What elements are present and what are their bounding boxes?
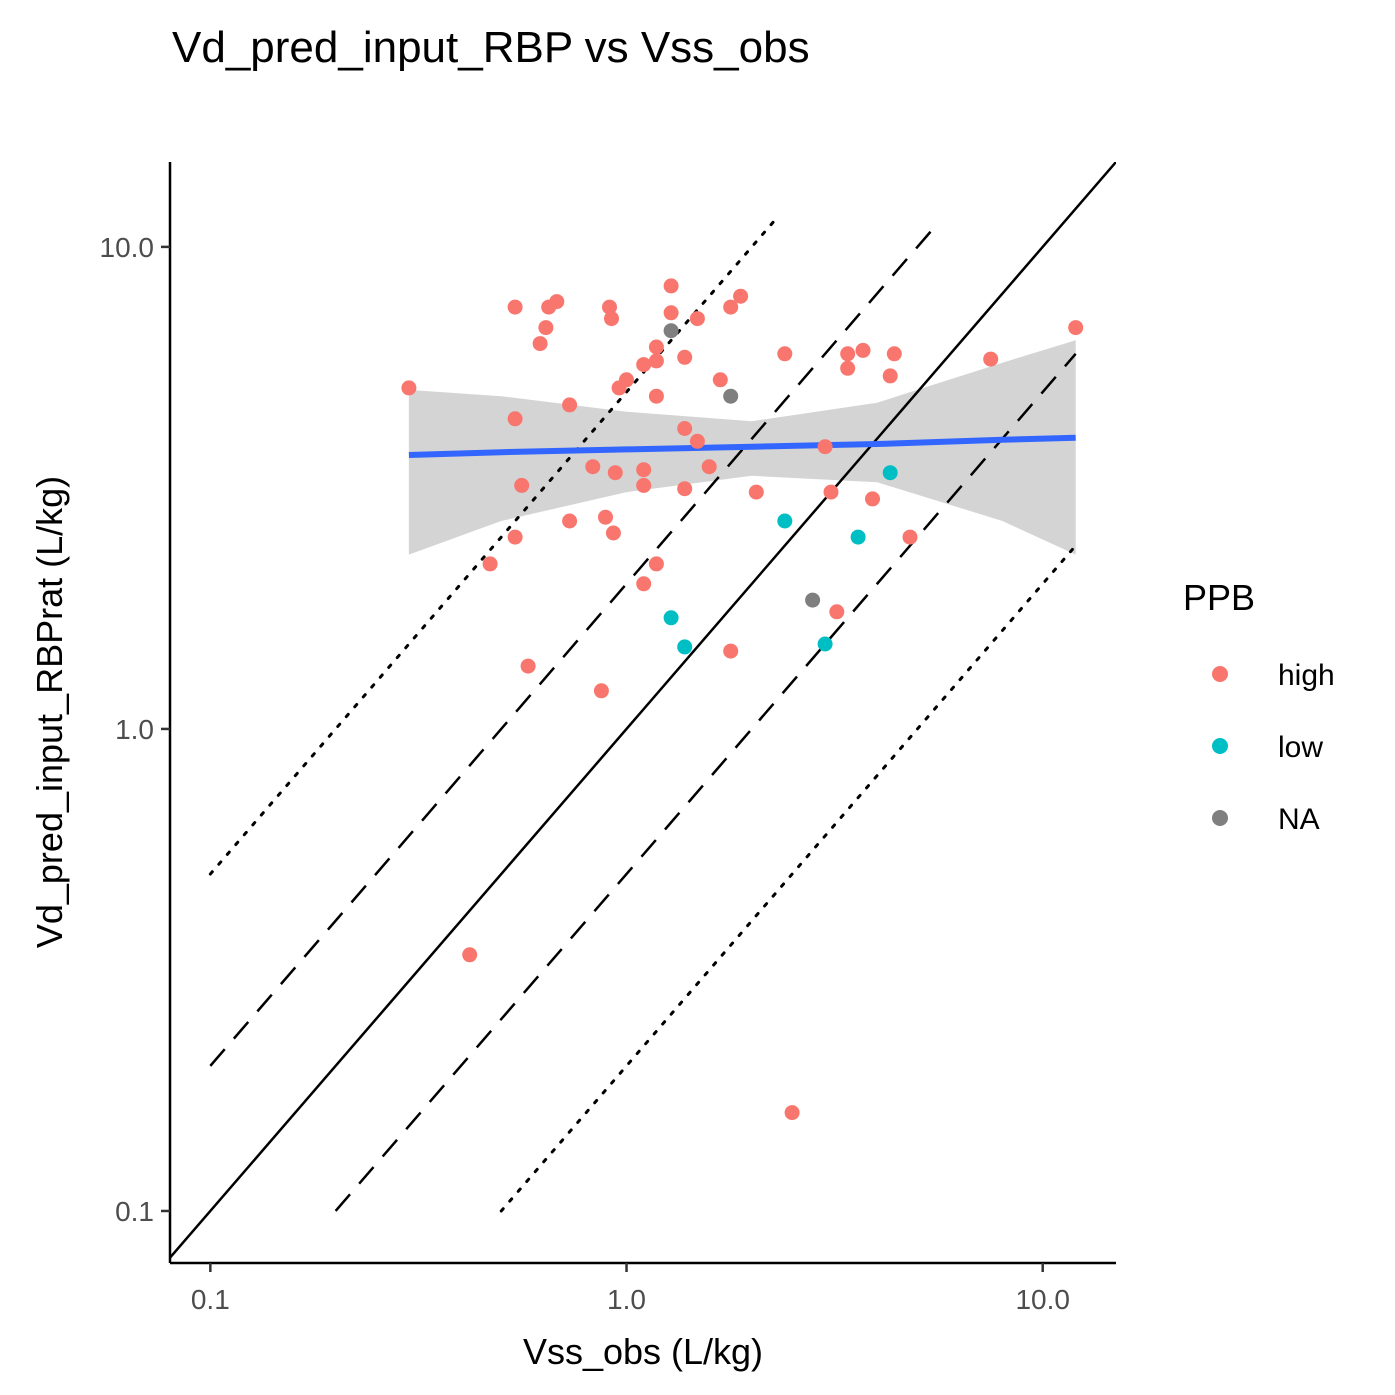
point-high: [784, 1105, 800, 1121]
reference-line-5-fold-lower: [499, 544, 1078, 1213]
point-high: [723, 299, 739, 315]
point-high: [663, 305, 679, 321]
point-high: [723, 643, 739, 659]
point-high: [701, 459, 717, 475]
y-axis-title: Vd_pred_input_RBPrat (L/kg): [29, 476, 70, 948]
plot-panel: [170, 162, 1116, 1259]
reference-line-2-fold-lower: [334, 353, 1077, 1212]
point-high: [636, 357, 652, 373]
reference-lines-layer: [170, 162, 1116, 1259]
point-high: [602, 299, 617, 315]
point-low: [677, 639, 693, 655]
legend-key-na: [1212, 810, 1228, 826]
point-low: [850, 529, 866, 545]
point-high: [902, 529, 918, 545]
point-high: [619, 372, 634, 388]
point-high: [532, 336, 548, 352]
reference-line-2-fold-upper: [209, 226, 936, 1067]
point-high: [507, 411, 523, 427]
legend: PPB high low NA: [1183, 577, 1335, 836]
legend-title: PPB: [1183, 577, 1255, 618]
x-axis-ticks: 0.1 1.0 10.0: [191, 1263, 1070, 1315]
x-axis-title: Vss_obs (L/kg): [523, 1331, 763, 1372]
point-high: [882, 368, 898, 384]
point-high: [549, 294, 565, 310]
point-high: [865, 491, 880, 507]
point-high: [636, 477, 652, 493]
point-high: [840, 346, 856, 362]
fit-line-layer: [408, 434, 1076, 458]
point-na: [723, 388, 739, 404]
point-high: [1068, 320, 1084, 336]
point-high: [604, 311, 619, 327]
point-high: [677, 349, 693, 365]
point-high: [401, 380, 417, 396]
point-high: [648, 353, 664, 369]
point-high: [748, 484, 764, 500]
point-high: [593, 683, 609, 699]
point-high: [507, 529, 523, 545]
point-low: [882, 465, 898, 481]
point-high: [677, 421, 693, 436]
legend-label-na: NA: [1278, 803, 1320, 836]
point-high: [482, 556, 498, 572]
point-high: [663, 278, 679, 294]
point-high: [855, 342, 871, 358]
x-tick-label: 10.0: [1015, 1284, 1070, 1315]
point-high: [648, 388, 664, 404]
point-high: [733, 288, 749, 304]
point-low: [777, 513, 793, 529]
point-low: [663, 610, 679, 626]
point-na: [805, 592, 821, 608]
point-low: [817, 636, 833, 652]
legend-label-low: low: [1278, 731, 1323, 764]
y-tick-label: 10.0: [100, 232, 155, 263]
point-high: [636, 576, 652, 592]
point-high: [689, 311, 705, 327]
point-high: [636, 462, 652, 478]
point-high: [598, 509, 613, 525]
x-tick-label: 1.0: [607, 1284, 646, 1315]
points-layer: [401, 278, 1084, 1121]
reference-line-5-fold-upper: [208, 216, 779, 876]
point-na: [663, 323, 679, 339]
point-high: [983, 351, 999, 367]
point-high: [648, 556, 664, 572]
point-high: [840, 360, 856, 376]
point-high: [823, 484, 839, 500]
point-high: [777, 346, 793, 362]
legend-key-low: [1212, 738, 1228, 754]
point-high: [712, 372, 728, 388]
point-high: [817, 439, 833, 455]
point-high: [507, 299, 523, 315]
y-tick-label: 1.0: [115, 714, 154, 745]
point-high: [886, 346, 902, 362]
point-high: [677, 481, 693, 497]
point-high: [648, 339, 664, 355]
legend-label-high: high: [1278, 659, 1335, 692]
point-high: [514, 477, 530, 493]
chart-title: Vd_pred_input_RBP vs Vss_obs: [172, 23, 810, 72]
point-high: [689, 433, 705, 449]
point-high: [562, 397, 578, 413]
point-high: [538, 320, 554, 336]
point-high: [585, 459, 601, 475]
x-tick-label: 0.1: [191, 1284, 230, 1315]
point-high: [462, 947, 478, 963]
point-high: [562, 513, 578, 529]
axes: 0.1 1.0 10.0 0.1 1.0 10.0: [100, 162, 1116, 1315]
y-tick-label: 0.1: [115, 1196, 154, 1227]
point-high: [520, 658, 536, 674]
y-axis-ticks: 0.1 1.0 10.0: [100, 232, 170, 1227]
point-high: [607, 465, 623, 481]
fit-line: [408, 434, 1076, 458]
point-high: [829, 604, 845, 620]
legend-entries: high low NA: [1212, 659, 1335, 836]
point-high: [605, 525, 621, 541]
reference-line-identity: [170, 162, 1116, 1259]
legend-key-high: [1212, 666, 1228, 682]
